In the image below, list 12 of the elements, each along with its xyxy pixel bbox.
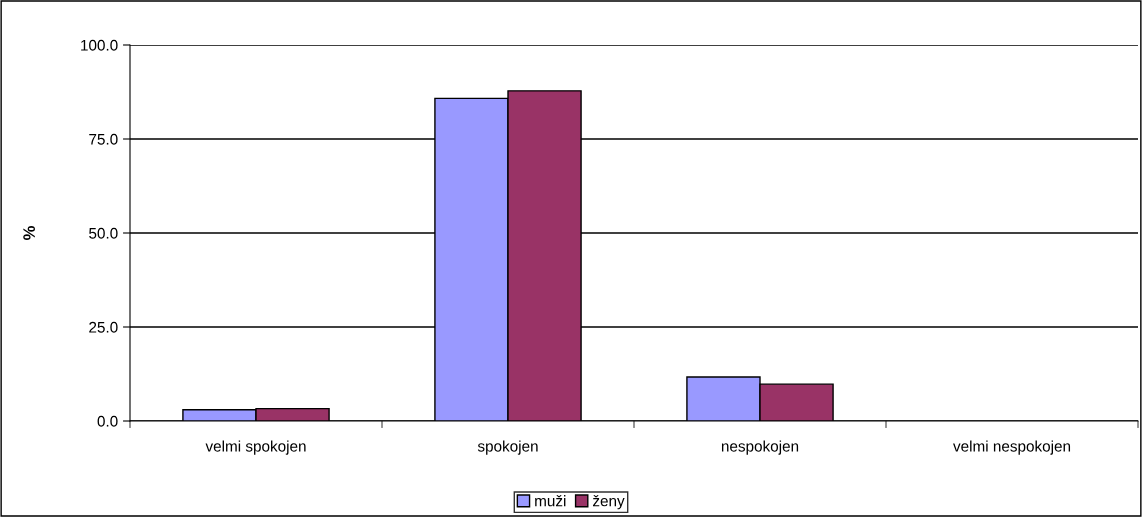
legend-label: ženy <box>593 495 625 510</box>
y-tick-label: 0.0 <box>97 415 118 427</box>
y-tick-label: 50.0 <box>89 227 118 239</box>
x-tick-label: velmi spokojen <box>205 440 306 455</box>
y-tick-label: 100.0 <box>81 39 118 51</box>
y-tick-label: 75.0 <box>89 133 118 145</box>
x-tick-label: spokojen <box>477 440 538 455</box>
legend-label: muži <box>535 495 566 507</box>
y-axis-title: % <box>23 226 35 240</box>
y-tick-label: 25.0 <box>89 321 118 333</box>
x-tick-label: velmi nespokojen <box>953 440 1071 455</box>
x-tick-label: nespokojen <box>721 440 799 455</box>
